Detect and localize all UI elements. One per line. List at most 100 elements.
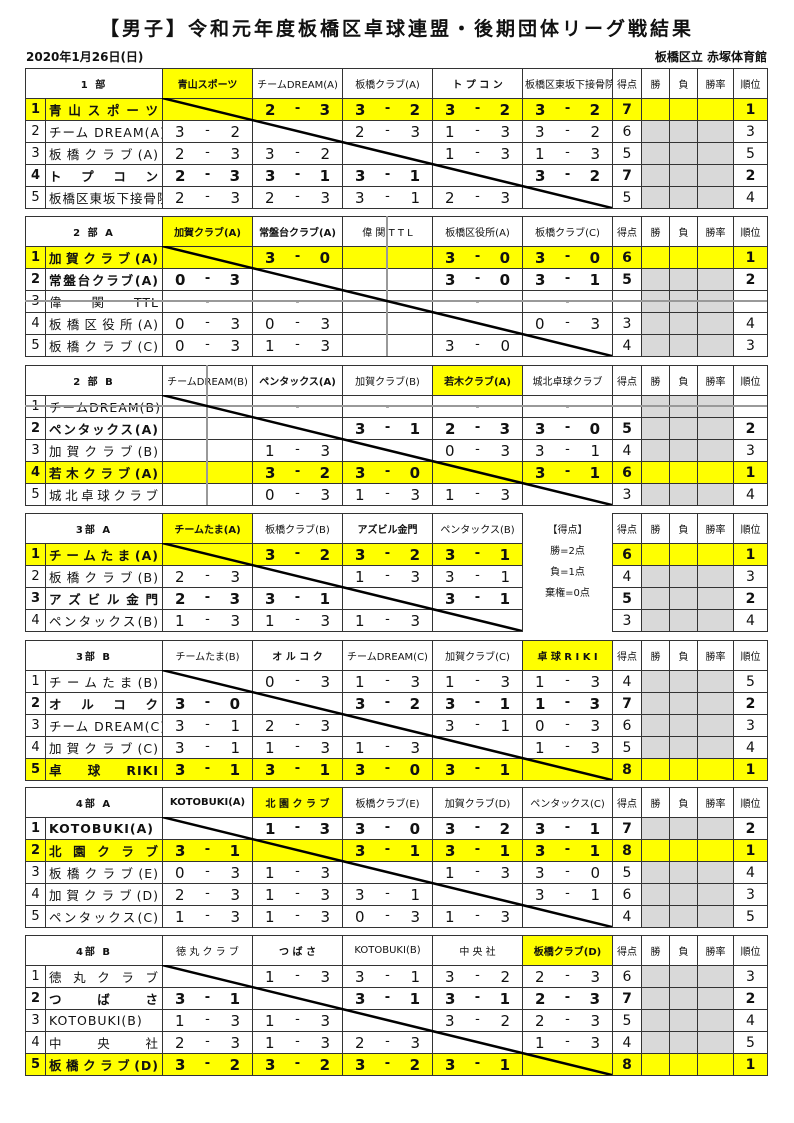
score-cell: 1 - 3	[252, 1031, 343, 1054]
score-own: 3	[175, 716, 185, 735]
score-own: 3	[535, 863, 545, 882]
division-title: 2 部 A	[24, 216, 164, 247]
opponent-header: 板橋クラブ(E)	[342, 787, 433, 818]
score-separator: -	[205, 188, 210, 204]
score-own: 3	[445, 967, 455, 986]
score-opponent: 0	[499, 270, 511, 289]
score-opponent: 3	[500, 441, 510, 460]
score-cell: 3 - 1	[432, 1053, 523, 1076]
score-cell: 3 - 0	[432, 334, 524, 357]
results-table: 3部 A チームたま(A) 板橋クラブ(B) アズビル金門 ペンタックス(B) 【得点】勝…	[25, 513, 768, 632]
losses-cell	[669, 670, 698, 693]
team-name: 板橋区役所(A)	[44, 312, 164, 335]
wins-cell	[641, 483, 671, 506]
losses-cell	[669, 1031, 698, 1054]
match-score: 1 - 3	[434, 123, 522, 141]
score-own: 1	[265, 967, 275, 986]
score-own: 3	[265, 248, 276, 267]
match-score: 3 - 1	[344, 990, 432, 1008]
score-cell: 2 - 3	[432, 186, 524, 209]
score-cell: 3 - 1	[432, 839, 523, 862]
score-own: 0	[265, 485, 275, 504]
score-own: 3	[445, 760, 456, 779]
score-cell: 3 - 1	[342, 186, 434, 209]
score-cell	[162, 543, 253, 566]
score-opponent: 2	[499, 819, 510, 838]
points-cell: 5	[612, 268, 643, 291]
win-rate-cell	[697, 817, 734, 840]
score-cell: 0 - 3	[252, 312, 344, 335]
match-score: 3 - 0	[524, 863, 612, 882]
win-rate-cell	[697, 417, 735, 440]
match-score: 1 - 3	[344, 673, 432, 691]
division-table: 3部 A チームたま(A) 板橋クラブ(B) アズビル金門 ペンタックス(B) 【得点】勝…	[25, 513, 768, 632]
match-score: 3 - 1	[434, 990, 522, 1008]
points-cell: 4	[612, 565, 642, 588]
score-opponent: 3	[410, 738, 420, 757]
wins-cell	[641, 905, 670, 928]
division-title: 4部 A	[25, 787, 163, 818]
match-score: 3 - 1	[434, 1055, 522, 1074]
score-opponent: 2	[230, 122, 240, 141]
score-own: 2	[175, 885, 185, 904]
score-cell: 1 - 3	[252, 817, 343, 840]
score-cell: 3 - 2	[342, 543, 433, 566]
match-score: 3 - 0	[344, 761, 432, 779]
score-separator: -	[475, 144, 480, 160]
score-own: 1	[265, 441, 275, 460]
score-own: 3	[445, 1011, 455, 1030]
score-cell	[432, 461, 524, 484]
match-score: 1 - 3	[164, 908, 252, 926]
score-separator: -	[294, 760, 301, 776]
score-opponent: 1	[319, 166, 331, 185]
team-name: 城北卓球クラブ	[44, 483, 164, 506]
losses-cell	[669, 483, 699, 506]
score-opponent: 2	[319, 463, 331, 482]
win-rate-cell	[697, 965, 734, 988]
score-cell: 1 - 3	[162, 609, 253, 632]
score-opponent: 1	[499, 841, 510, 860]
opponent-header: 板橋区東坂下接骨院	[522, 68, 614, 99]
rank-cell: 2	[733, 692, 768, 715]
score-cell: 1 - 3	[162, 905, 253, 928]
match-score: 2 - 3	[164, 188, 252, 207]
score-separator: -	[384, 1055, 391, 1071]
score-opponent: 3	[590, 144, 600, 163]
win-rate-cell	[697, 142, 735, 165]
score-opponent: 3	[230, 611, 240, 630]
team-name: チーム DREAM(A)	[44, 120, 164, 143]
match-score: 1 - 3	[164, 611, 252, 630]
score-own: 3	[355, 419, 366, 438]
match-score: 0 - 3	[254, 673, 342, 691]
score-cell: 1 - 3	[432, 120, 524, 143]
stat-header: 得点	[612, 935, 642, 966]
score-separator: -	[474, 1055, 481, 1071]
score-opponent: 1	[499, 1055, 510, 1074]
score-cell: 1 - 3	[252, 439, 344, 462]
score-cell: 3 - 0	[342, 817, 433, 840]
team-row: 5 板橋クラブ(C) 0 - 3 1 - 3 3 - 0 4 3	[25, 334, 769, 357]
score-own: 2	[265, 716, 275, 735]
score-cell: 1 - 3	[342, 565, 433, 588]
score-separator: -	[294, 166, 301, 182]
stat-header: 勝率	[697, 513, 734, 544]
win-rate-cell	[697, 736, 734, 759]
points-cell: 4	[612, 334, 643, 357]
rank-cell: 2	[733, 817, 768, 840]
opponent-header: 加賀クラブ(D)	[432, 787, 523, 818]
wins-cell	[641, 883, 670, 906]
score-cell	[432, 609, 523, 632]
losses-cell	[669, 758, 698, 781]
stat-header: 勝	[641, 216, 671, 247]
match-score: 3 - 1	[434, 760, 522, 779]
match-score: 2 - 3	[164, 1033, 252, 1052]
rank-cell: 5	[733, 670, 768, 693]
losses-cell	[669, 1009, 698, 1032]
team-name: チームたま(A)	[45, 543, 163, 566]
score-separator: -	[474, 841, 481, 857]
score-separator: -	[205, 1033, 210, 1049]
team-name: 徳丸クラブ	[45, 965, 163, 988]
win-rate-cell	[697, 1009, 734, 1032]
opponent-header: チームDREAM(A)	[252, 68, 344, 99]
